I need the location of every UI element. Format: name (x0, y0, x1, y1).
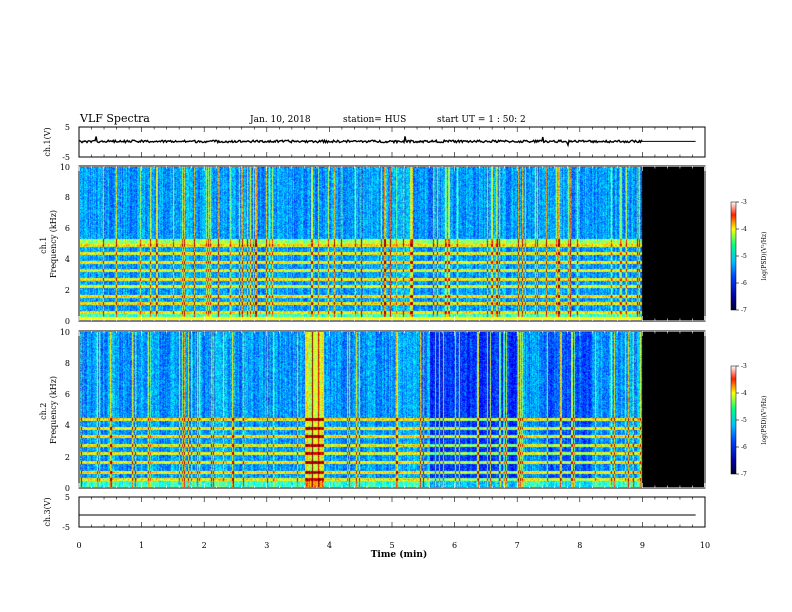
colorbar-tick-label: -7 (741, 471, 747, 478)
x-tick-label: 7 (515, 541, 520, 550)
ch1-colorbar (730, 201, 737, 311)
ch3-ylabel: ch.3(V) (43, 497, 52, 526)
x-axis-label: Time (min) (371, 549, 428, 560)
ch2-ytick-2: 2 (65, 453, 70, 462)
ch1-ytick-10: 10 (60, 163, 70, 172)
ch1-waveform-panel: 5 -5 ch.1(V) (43, 123, 706, 162)
ch1-spectrogram-panel: 0 2 4 6 8 10 ch.1 Frequency (kHz) -3 -4 -5… (39, 163, 768, 326)
ch1-ytick-4: 4 (65, 255, 70, 264)
x-tick-label: 1 (139, 541, 144, 550)
ch2-ytick-6: 6 (65, 390, 70, 399)
x-axis-tick-labels: 0 1 2 3 4 5 6 7 8 9 10 (76, 541, 710, 550)
ch1-ytick-6: 6 (65, 224, 70, 233)
colorbar-tick-label: -4 (741, 390, 747, 397)
ch3-ytick-bottom: -5 (62, 523, 70, 532)
ch1-ytick-bottom: -5 (62, 153, 70, 162)
colorbar-tick-label: -6 (741, 444, 747, 451)
x-tick-label: 9 (640, 541, 645, 550)
colorbar-tick-label: -6 (741, 280, 747, 287)
date-label: Jan. 10, 2018 (249, 115, 311, 125)
ch1-waveform-trace (78, 136, 643, 148)
x-tick-label: 10 (700, 541, 710, 550)
ch3-waveform-panel: 5 -5 ch.3(V) (43, 493, 706, 532)
ch2-colorbar (730, 365, 737, 475)
colorbar-tick-label: -5 (741, 253, 747, 260)
station-label: station= HUS (343, 115, 406, 125)
colorbar-tick-label: -3 (741, 199, 747, 206)
x-tick-label: 4 (327, 541, 332, 550)
x-tick-label: 5 (389, 541, 394, 550)
ch2-colorbar-ticks: -3 -4 -5 -6 -7 (736, 363, 747, 478)
x-tick-label: 8 (577, 541, 582, 550)
x-axis-ticks (78, 127, 706, 527)
ch1-ytick-0: 0 (65, 317, 70, 326)
ch2-colorbar-label: log(PSD)(V²/Hz) (761, 396, 768, 445)
ch2-spectrogram-image (80, 332, 704, 487)
ch1-spectrogram-ylabel: ch.1 Frequency (kHz) (39, 210, 58, 278)
ch1-ytick-8: 8 (65, 193, 70, 202)
ch1-ylabel: ch.1(V) (43, 127, 52, 156)
colorbar-tick-label: -3 (741, 363, 747, 370)
ch3-ytick-top: 5 (65, 493, 70, 502)
ch1-colorbar-ticks: -3 -4 -5 -6 -7 (736, 199, 747, 314)
figure-title: VLF Spectra (79, 112, 150, 125)
ch2-ytick-8: 8 (65, 359, 70, 368)
start-time-label: start UT = 1 : 50: 2 (437, 115, 526, 125)
ch2-ytick-0: 0 (65, 484, 70, 493)
ch2-ytick-4: 4 (65, 421, 70, 430)
ch2-spectrogram-panel: 0 2 4 6 8 10 ch.2 Frequency (kHz) -3 -4 -5… (39, 328, 768, 493)
ch1-colorbar-label: log(PSD)(V²/Hz) (761, 232, 768, 281)
x-tick-label: 2 (202, 541, 207, 550)
colorbar-tick-label: -7 (741, 307, 747, 314)
ch1-ytick-top: 5 (65, 123, 70, 132)
x-tick-label: 6 (452, 541, 457, 550)
x-tick-label: 3 (264, 541, 269, 550)
x-tick-label: 0 (76, 541, 81, 550)
colorbar-tick-label: -4 (741, 226, 747, 233)
ch2-ytick-10: 10 (60, 328, 70, 337)
colorbar-tick-label: -5 (741, 417, 747, 424)
ch1-ytick-2: 2 (65, 286, 70, 295)
ch2-spectrogram-ylabel: ch.2 Frequency (kHz) (39, 376, 58, 444)
ch1-spectrogram-image (80, 167, 704, 320)
